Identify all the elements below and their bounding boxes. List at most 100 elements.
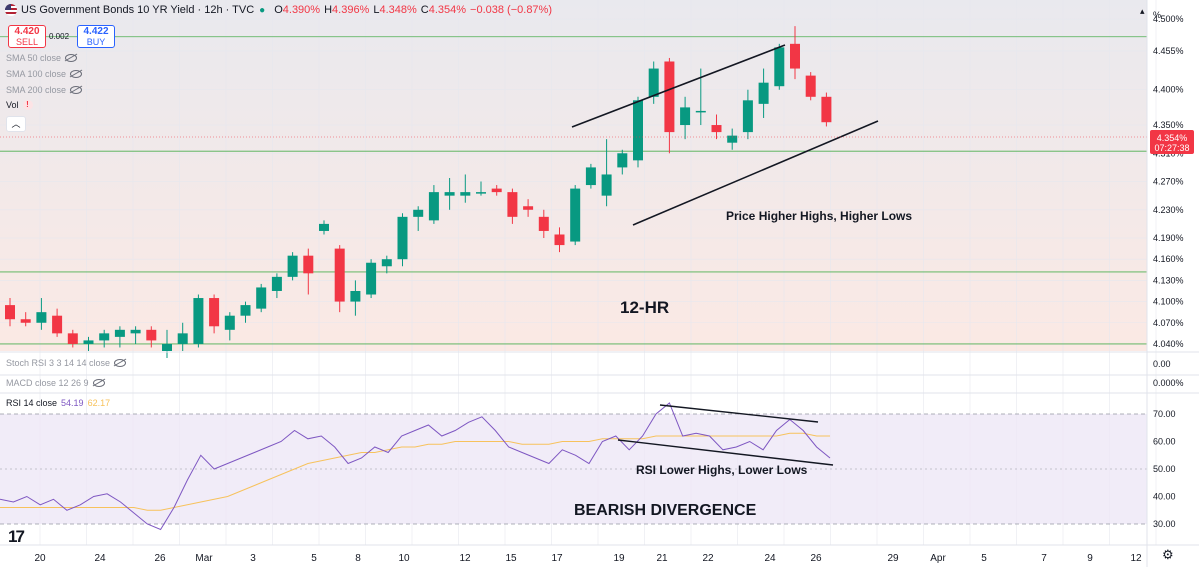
price-tick-label: 4.070% <box>1153 318 1184 328</box>
expand-icon[interactable]: ▴ <box>1140 6 1145 16</box>
spread-value: 0.002 <box>49 32 70 41</box>
candle-body <box>821 96 832 123</box>
hidden-eye-icon[interactable] <box>114 359 127 367</box>
sma200-legend[interactable]: SMA 200 close <box>6 85 83 95</box>
price-tick-label: 4.160% <box>1153 254 1184 264</box>
sell-price: 4.420 <box>14 26 40 37</box>
symbol-title[interactable]: US Government Bonds 10 YR Yield · 12h · … <box>21 4 255 16</box>
low-value: 4.348% <box>379 4 417 16</box>
time-tick-label: 15 <box>505 553 517 564</box>
time-tick-label: 7 <box>1041 553 1047 564</box>
channel-upper-trendline <box>571 44 786 128</box>
candle-body <box>177 333 188 344</box>
hidden-eye-icon[interactable] <box>70 86 83 94</box>
annotation-timeframe: 12-HR <box>620 298 669 317</box>
price-pane-background <box>0 0 1147 351</box>
candle-body <box>633 100 643 161</box>
candle-body <box>790 43 800 69</box>
sma50-legend[interactable]: SMA 50 close <box>6 53 78 63</box>
candle-body <box>67 333 78 344</box>
rsi-tick-label: 60.00 <box>1153 437 1176 447</box>
sell-button[interactable]: 4.420 SELL <box>8 25 46 48</box>
hidden-eye-icon[interactable] <box>65 54 78 62</box>
candle-body <box>303 255 314 274</box>
macd-legend[interactable]: MACD close 12 26 9 <box>6 378 105 388</box>
hidden-eye-icon[interactable] <box>92 379 105 387</box>
high-label: H <box>324 4 333 16</box>
macd-label: MACD close 12 26 9 <box>6 378 89 388</box>
price-tick-label: 4.270% <box>1153 177 1184 187</box>
rsi-legend[interactable]: RSI 14 close 54.19 62.17 <box>6 398 110 408</box>
low-label: L <box>373 4 380 16</box>
stoch-rsi-legend[interactable]: Stoch RSI 3 3 14 14 close <box>6 358 127 368</box>
buy-label: BUY <box>86 37 106 47</box>
time-tick-label: 24 <box>94 553 106 564</box>
gear-icon[interactable]: ⚙ <box>1162 547 1174 562</box>
price-tick-label: 4.500% <box>1153 14 1184 24</box>
candle-body <box>742 100 753 133</box>
us-flag-icon <box>5 4 17 16</box>
candle-body <box>20 319 31 323</box>
rsi-label: RSI 14 close <box>6 398 58 408</box>
price-tick-label: 4.190% <box>1153 233 1184 243</box>
buy-button[interactable]: 4.422 BUY <box>77 25 115 48</box>
candle-body <box>570 188 581 242</box>
time-tick-label: 24 <box>764 553 776 564</box>
candle-body <box>350 290 361 302</box>
candle-body <box>193 298 204 344</box>
macd-axis-value: 0.000% <box>1153 378 1184 388</box>
current-price-countdown: 07:27:38 <box>1154 143 1189 153</box>
rsi-ma-value: 62.17 <box>87 398 111 408</box>
time-tick-label: 12 <box>459 553 471 564</box>
tradingview-logo-icon[interactable]: 17 <box>8 527 25 546</box>
candle-body <box>805 75 816 97</box>
rsi-lower-trendline <box>617 439 834 466</box>
time-tick-label: 29 <box>887 553 899 564</box>
candle-body <box>601 174 612 196</box>
stoch-rsi-axis-value: 0.00 <box>1153 359 1171 369</box>
candle-body <box>617 153 628 168</box>
time-tick-label: 22 <box>702 553 714 564</box>
candle-body <box>727 135 738 143</box>
candle-body <box>428 192 439 221</box>
candle-body <box>711 125 722 133</box>
sma100-legend[interactable]: SMA 100 close <box>6 69 83 79</box>
candle-body <box>523 206 534 210</box>
candle-body <box>444 192 455 196</box>
sell-label: SELL <box>15 37 39 47</box>
rsi-upper-trendline <box>659 404 819 423</box>
candle-body <box>491 188 502 193</box>
annotation-price-structure: Price Higher Highs, Higher Lows <box>726 209 912 223</box>
annotation-rsi-structure: RSI Lower Highs, Lower Lows <box>636 463 808 477</box>
annotation-divergence: BEARISH DIVERGENCE <box>574 502 757 519</box>
rsi-tick-label: 30.00 <box>1153 519 1176 529</box>
candle-body <box>224 315 235 330</box>
price-tick-label: 4.230% <box>1153 205 1184 215</box>
rsi-line <box>0 402 831 531</box>
change-value: −0.038 (−0.87%) <box>470 4 552 16</box>
vol-legend[interactable]: Vol! <box>6 100 33 110</box>
time-tick-label: 5 <box>311 553 317 564</box>
vol-label: Vol <box>6 100 19 110</box>
candle-body <box>240 305 251 316</box>
candle-body <box>162 343 172 351</box>
time-tick-label: 19 <box>613 553 625 564</box>
time-tick-label: 21 <box>656 553 668 564</box>
candle-body <box>287 255 298 277</box>
price-tick-label: 4.130% <box>1153 275 1184 285</box>
price-tick-label: 4.455% <box>1153 46 1184 56</box>
time-axis[interactable]: 20 24 26 Mar 3 5 8 10 12 15 17 19 21 22 24 26 29 Apr 5 7 9 12 <box>34 553 1142 564</box>
open-label: O <box>274 4 283 16</box>
open-value: 4.390% <box>282 4 321 16</box>
candle-body <box>585 167 596 186</box>
price-axis[interactable]: 4.500%4.455%4.400%4.350%4.310%4.270%4.23… <box>1153 14 1184 529</box>
channel-lower-trendline <box>632 120 879 226</box>
candle-body <box>271 276 282 291</box>
hidden-eye-icon[interactable] <box>70 70 83 78</box>
high-value: 4.396% <box>332 4 370 16</box>
collapse-legend-button[interactable]: ︿ <box>6 116 26 132</box>
time-tick-label: 3 <box>250 553 256 564</box>
warning-icon[interactable]: ! <box>22 100 33 110</box>
time-tick-label: 9 <box>1087 553 1093 564</box>
